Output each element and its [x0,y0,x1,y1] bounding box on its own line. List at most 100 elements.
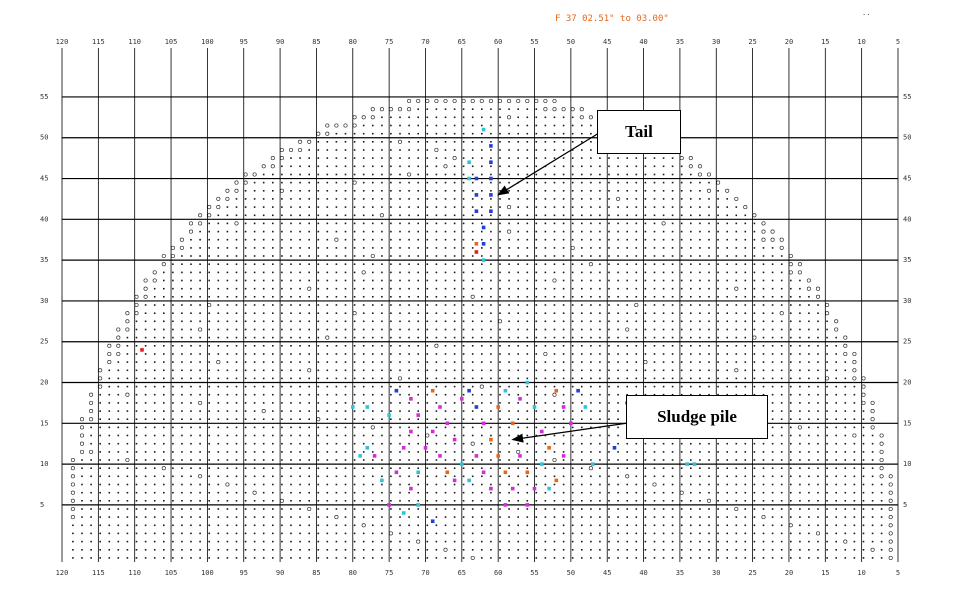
dot-point [235,402,238,404]
dot-point [735,475,738,478]
dot-point [817,393,819,396]
dot-point [381,353,383,355]
dot-point [581,402,583,404]
dot-point [726,222,728,225]
dot-point [490,393,492,396]
dot-point [444,238,447,241]
y-tick-label-left: 25 [40,338,48,346]
dot-point [581,157,583,159]
dot-point [471,393,474,396]
dot-point [362,287,365,290]
dot-point [290,157,292,159]
dot-point [381,549,383,551]
dot-point [644,206,647,208]
dot-point [508,328,510,331]
dot-point [499,410,501,412]
cyan-mark [387,413,391,417]
dot-point [490,557,492,559]
dot-point [581,312,583,314]
dot-point [608,402,610,404]
dot-point [662,336,665,339]
dot-point [372,402,374,404]
dot-point [562,320,565,323]
y-tick-label-left: 10 [40,460,48,468]
dot-point [199,255,201,257]
dot-point [799,361,801,363]
dot-point [817,524,819,527]
dot-point [517,524,519,527]
dot-point [153,451,156,453]
dot-point [372,279,374,282]
dot-point [535,353,538,355]
dot-point [244,532,247,535]
x-tick-label-top: 15 [821,38,829,46]
dot-point [72,540,74,543]
dot-point [317,304,320,306]
dot-point [744,442,747,445]
dot-point [453,549,456,551]
dot-point [535,336,538,339]
sludge-pile-callout: Sludge pile [626,395,768,439]
dot-point [490,516,492,518]
dot-point [481,451,483,453]
dot-point [771,516,774,518]
dot-point [826,524,828,527]
dot-point [617,516,619,518]
dot-point [426,516,429,518]
dot-point [390,132,392,135]
dot-point [608,491,610,494]
dot-point [262,238,265,241]
dot-point [208,320,210,323]
dot-point [153,304,156,306]
dot-point [435,385,438,388]
cyan-mark [416,503,420,507]
dot-point [90,426,92,429]
dot-point [544,304,547,306]
dot-point [308,190,310,192]
dot-point [435,222,438,225]
dot-point [490,459,492,461]
dot-point [144,524,147,527]
dot-point [644,238,647,241]
dot-point [317,222,320,225]
dot-point [317,190,320,192]
dot-point [190,377,192,380]
dot-point [590,198,592,200]
dot-point [326,361,329,363]
dot-point [699,500,701,502]
dot-point [844,361,847,363]
dot-point [163,336,165,339]
dot-point [562,328,565,331]
orange-mark [474,242,479,246]
ring-point [70,490,75,495]
dot-point [417,385,419,388]
dot-point [690,255,692,257]
dot-point [835,385,837,388]
ring-point [207,302,212,308]
ring-point [879,457,884,463]
dot-point [272,369,274,372]
dot-point [499,198,501,200]
dot-point [144,377,147,380]
dot-point [780,336,783,339]
dot-point [571,508,574,510]
dot-point [517,508,519,510]
dot-point [317,279,320,282]
dot-point [744,238,747,241]
dot-point [653,451,656,453]
dot-point [381,508,383,510]
dot-point [499,108,501,110]
dot-point [826,508,828,510]
dot-point [517,304,519,306]
dot-point [517,287,519,290]
dot-point [426,263,429,265]
dot-point [308,361,310,363]
dot-point [144,475,147,478]
dot-point [771,377,774,380]
cyan-mark [685,462,689,466]
dot-point [617,451,619,453]
dot-point [535,426,538,429]
dot-point [344,214,347,217]
dot-point [535,157,538,159]
dot-point [780,296,783,298]
